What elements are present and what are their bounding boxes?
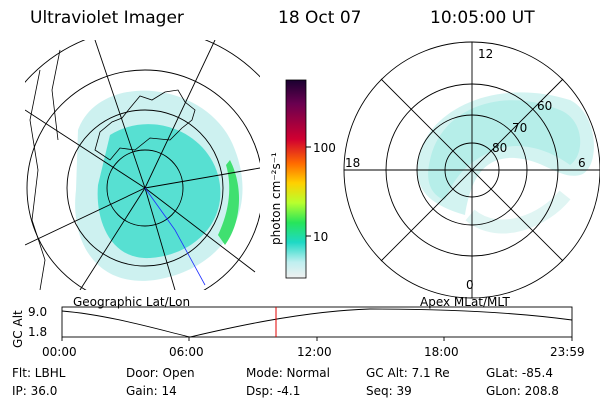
altitude-curve [61, 308, 573, 338]
door: Door: Open [126, 366, 195, 380]
ip: IP: 36.0 [12, 384, 58, 398]
mlat-80: 80 [492, 141, 508, 155]
gc-alt: GC Alt: 7.1 Re [366, 366, 450, 380]
apex-label: Apex MLat/MLT [420, 295, 510, 309]
mlat-70: 70 [512, 121, 528, 135]
ytick-9: 9.0 [28, 305, 48, 319]
time: 10:05:00 UT [430, 8, 535, 28]
geo-label: Geographic Lat/Lon [73, 295, 191, 309]
mlt-18: 18 [345, 156, 361, 170]
date: 18 Oct 07 [278, 8, 362, 28]
gain: Gain: 14 [126, 384, 177, 398]
dsp: Dsp: -4.1 [246, 384, 301, 398]
xtick-2359: 23:59 [550, 345, 585, 359]
mlt-6: 6 [578, 156, 586, 170]
seq: Seq: 39 [366, 384, 412, 398]
glat: GLat: -85.4 [486, 366, 553, 380]
ytick-1-8: 1.8 [28, 325, 48, 339]
xtick-0600: 06:00 [169, 345, 204, 359]
flt: Flt: LBHL [12, 366, 66, 380]
apex-aurora [417, 92, 594, 215]
mlat-60: 60 [537, 99, 553, 113]
title: Ultraviolet Imager [30, 8, 184, 28]
glon: GLon: 208.8 [486, 384, 559, 398]
xtick-1200: 12:00 [297, 345, 332, 359]
colorbar-tick-100: 100 [313, 141, 336, 155]
colorbar-tick-10: 10 [313, 230, 329, 244]
xtick-0000: 00:00 [42, 345, 77, 359]
mlt-0: 0 [466, 278, 474, 292]
mode: Mode: Normal [246, 366, 330, 380]
mlt-12: 12 [478, 47, 494, 61]
xtick-1800: 18:00 [424, 345, 459, 359]
aurora-core [97, 124, 221, 259]
altitude-ylabel: GC Alt [11, 310, 25, 348]
